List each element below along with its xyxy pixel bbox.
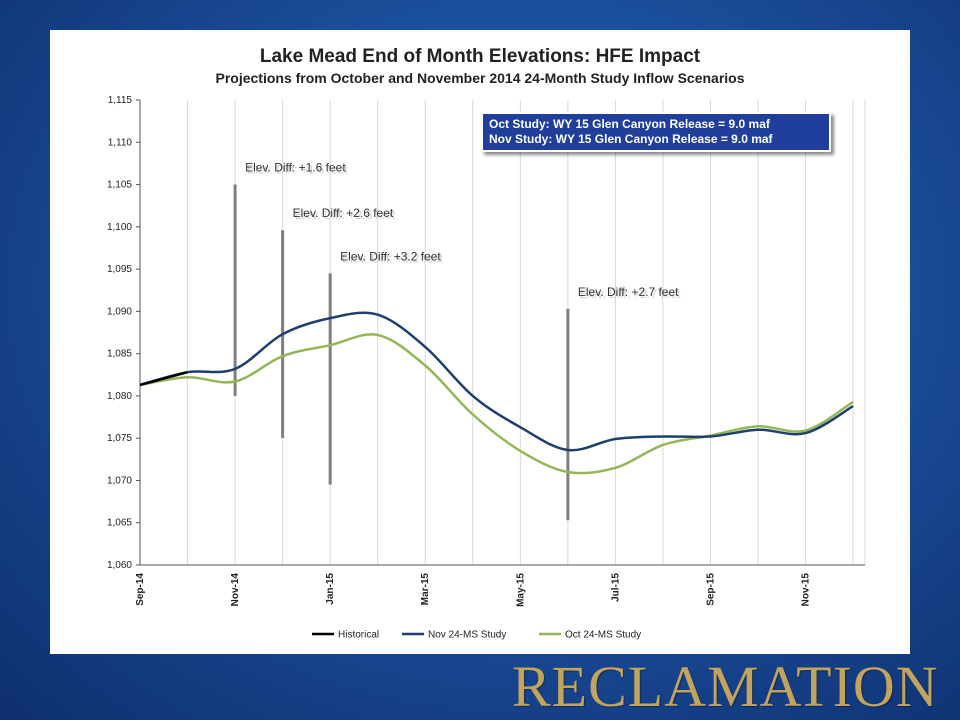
y-tick-label: 1,060 (107, 560, 132, 571)
x-tick-label: Jul-15 (610, 573, 621, 602)
chart-subtitle: Projections from October and November 20… (216, 70, 745, 86)
release-info-box: Oct Study: WY 15 Glen Canyon Release = 9… (481, 112, 831, 152)
y-tick-label: 1,115 (108, 95, 133, 106)
elevation-chart: Lake Mead End of Month Elevations: HFE I… (107, 46, 866, 641)
info-line-nov: Nov Study: WY 15 Glen Canyon Release = 9… (489, 132, 773, 146)
chart-title: Lake Mead End of Month Elevations: HFE I… (260, 46, 701, 67)
x-tick-label: Sep-14 (135, 573, 146, 606)
series-line-oct-24-ms-study (139, 333, 854, 475)
series-line-nov-24-ms-study (139, 311, 854, 452)
y-tick-label: 1,080 (107, 391, 132, 402)
x-tick-label: Nov-14 (230, 573, 241, 607)
legend-label: Historical (338, 630, 379, 641)
y-tick-label: 1,095 (107, 264, 132, 275)
y-tick-label: 1,065 (107, 518, 132, 529)
series-line-historical (139, 370, 188, 387)
y-tick-label: 1,100 (107, 222, 132, 233)
annotation-label-shadow: Elev. Diff: +3.2 feet (342, 251, 443, 265)
y-tick-label: 1,070 (107, 475, 132, 486)
annotation-label: Elev. Diff: +1.6 feet (245, 161, 346, 175)
y-tick-label: 1,110 (108, 137, 133, 148)
x-tick-label: Mar-15 (420, 573, 431, 606)
annotation-lines (233, 184, 570, 521)
chart-panel: Lake Mead End of Month Elevations: HFE I… (50, 30, 910, 654)
x-tick-label: Sep-15 (705, 573, 716, 606)
y-tick-label: 1,090 (107, 306, 132, 317)
reclamation-logo: RECLAMATION (512, 654, 939, 719)
annotation-label: Elev. Diff: +2.6 feet (293, 206, 394, 220)
legend: Historical Nov 24-MS Study Oct 24-MS Study (312, 630, 641, 641)
x-tick-label: May-15 (515, 573, 526, 607)
info-line-oct: Oct Study: WY 15 Glen Canyon Release = 9… (489, 117, 770, 131)
legend-label: Oct 24-MS Study (565, 630, 641, 641)
y-tick-label: 1,105 (107, 180, 132, 191)
annotation-label-shadow: Elev. Diff: +1.6 feet (247, 163, 348, 177)
series-layer (139, 311, 854, 475)
x-tick-label: Jan-15 (325, 573, 336, 605)
annotation-label: Elev. Diff: +2.7 feet (578, 285, 679, 299)
y-tick-label: 1,085 (107, 349, 132, 360)
annotation-label-shadow: Elev. Diff: +2.6 feet (295, 208, 396, 222)
legend-label: Nov 24-MS Study (428, 630, 506, 641)
annotation-label-shadow: Elev. Diff: +2.7 feet (580, 287, 681, 301)
annotation-label: Elev. Diff: +3.2 feet (340, 249, 441, 263)
x-tick-label: Nov-15 (801, 573, 812, 607)
y-tick-label: 1,075 (107, 433, 132, 444)
axis-layer: 1,060 1,065 1,070 1,075 1,080 1,085 1,090 1,095… (107, 95, 865, 607)
